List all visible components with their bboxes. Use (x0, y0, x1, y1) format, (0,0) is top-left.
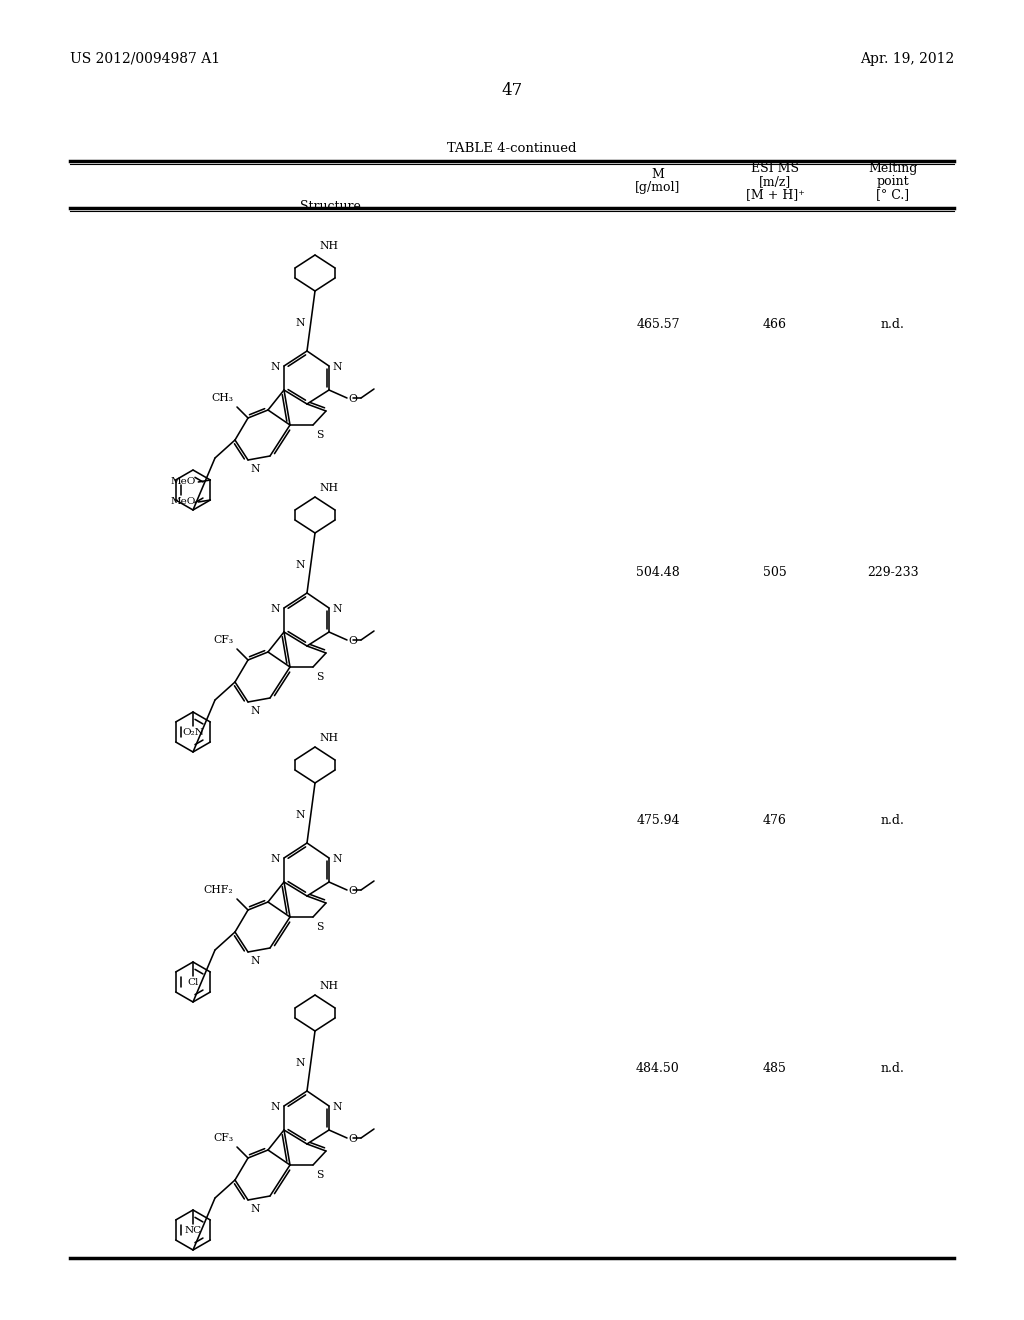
Text: N: N (332, 854, 341, 865)
Text: N: N (332, 1102, 341, 1111)
Text: 485: 485 (763, 1061, 786, 1074)
Text: TABLE 4-continued: TABLE 4-continued (447, 143, 577, 154)
Text: NH: NH (319, 483, 338, 492)
Text: 47: 47 (502, 82, 522, 99)
Text: O: O (348, 393, 357, 404)
Text: N: N (250, 956, 259, 966)
Text: 229-233: 229-233 (867, 565, 919, 578)
Text: CH₃: CH₃ (211, 393, 233, 403)
Text: 475.94: 475.94 (636, 813, 680, 826)
Text: N: N (332, 605, 341, 614)
Text: NH: NH (319, 981, 338, 991)
Text: S: S (316, 1170, 324, 1180)
Text: N: N (270, 605, 280, 614)
Text: O: O (348, 636, 357, 645)
Text: O₂N: O₂N (182, 729, 204, 737)
Text: N: N (296, 318, 305, 327)
Text: n.d.: n.d. (881, 1061, 905, 1074)
Text: US 2012/0094987 A1: US 2012/0094987 A1 (70, 51, 220, 66)
Text: N: N (270, 1102, 280, 1111)
Text: MeO: MeO (171, 478, 197, 487)
Text: S: S (316, 430, 324, 440)
Text: NH: NH (319, 242, 338, 251)
Text: O: O (348, 1134, 357, 1144)
Text: S: S (316, 921, 324, 932)
Text: N: N (250, 706, 259, 715)
Text: 466: 466 (763, 318, 787, 331)
Text: 504.48: 504.48 (636, 565, 680, 578)
Text: N: N (332, 362, 341, 372)
Text: N: N (250, 465, 259, 474)
Text: NH: NH (319, 733, 338, 743)
Text: MeO: MeO (171, 498, 197, 507)
Text: N: N (296, 1059, 305, 1068)
Text: NC: NC (184, 1226, 202, 1236)
Text: Structure: Structure (300, 201, 360, 213)
Text: CHF₂: CHF₂ (203, 884, 233, 895)
Text: point: point (877, 176, 909, 187)
Text: 465.57: 465.57 (636, 318, 680, 331)
Text: S: S (316, 672, 324, 682)
Text: Apr. 19, 2012: Apr. 19, 2012 (860, 51, 954, 66)
Text: [g/mol]: [g/mol] (635, 181, 681, 194)
Text: 484.50: 484.50 (636, 1061, 680, 1074)
Text: CF₃: CF₃ (213, 1133, 233, 1143)
Text: ESI MS: ESI MS (751, 162, 799, 176)
Text: M: M (651, 168, 665, 181)
Text: N: N (270, 854, 280, 865)
Text: Melting: Melting (868, 162, 918, 176)
Text: N: N (296, 810, 305, 820)
Text: N: N (296, 560, 305, 570)
Text: 505: 505 (763, 565, 786, 578)
Text: 476: 476 (763, 813, 786, 826)
Text: O: O (348, 886, 357, 896)
Text: [M + H]⁺: [M + H]⁺ (745, 187, 805, 201)
Text: Cl: Cl (187, 978, 199, 987)
Text: CF₃: CF₃ (213, 635, 233, 645)
Text: n.d.: n.d. (881, 318, 905, 331)
Text: [° C.]: [° C.] (877, 187, 909, 201)
Text: [m/z]: [m/z] (759, 176, 792, 187)
Text: n.d.: n.d. (881, 813, 905, 826)
Text: N: N (270, 362, 280, 372)
Text: N: N (250, 1204, 259, 1214)
